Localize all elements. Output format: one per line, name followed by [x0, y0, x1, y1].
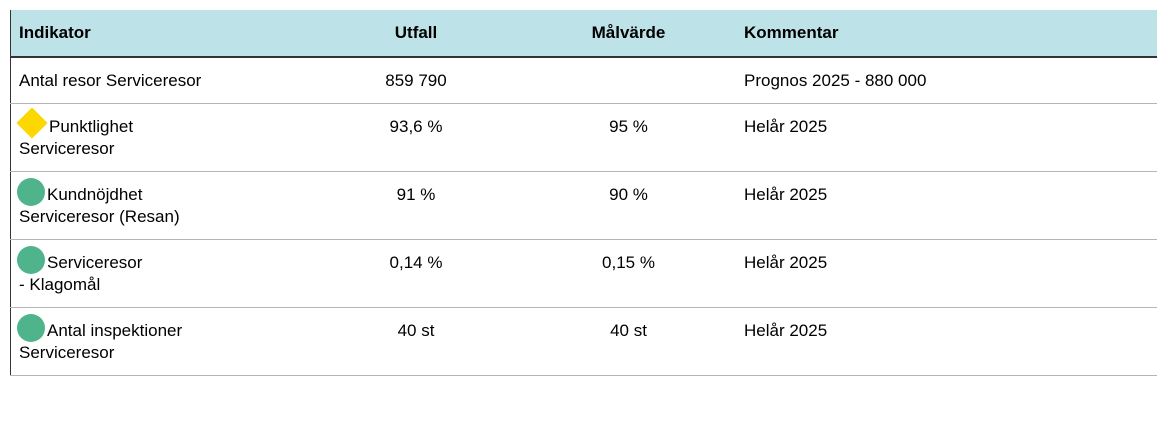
- indicator-cell: Antal resor Serviceresor: [10, 57, 311, 104]
- outcome-cell: 0,14 %: [311, 239, 521, 308]
- table-row: Antal resor Serviceresor 859 790 Prognos 2…: [10, 57, 1157, 104]
- indicator-text: Serviceresor (Resan): [19, 207, 180, 226]
- table-row: Antal inspektioner Serviceresor 40 st 40 st…: [10, 307, 1157, 376]
- table-body: Antal resor Serviceresor 859 790 Prognos 2…: [10, 57, 1157, 376]
- comment-cell: Helår 2025: [736, 171, 1157, 240]
- header-cell: Indikator: [10, 10, 311, 58]
- table-row: Kundnöjdhet Serviceresor (Resan) 91 % 90 % H…: [10, 171, 1157, 240]
- outcome-cell: 40 st: [311, 307, 521, 376]
- comment-cell: Helår 2025: [736, 239, 1157, 308]
- indicator-table: Indikator Utfall Målvärde Kommentar Anta…: [10, 10, 1157, 376]
- status-icon: [17, 246, 45, 274]
- indicator-text: Punktlighet: [49, 117, 134, 136]
- status-icon: [16, 107, 48, 139]
- comment-cell: Helår 2025: [736, 307, 1157, 376]
- outcome-cell: 93,6 %: [311, 103, 521, 172]
- indicator-text: Serviceresor: [19, 343, 115, 362]
- indicator-cell: Punktlighet Serviceresor: [10, 103, 311, 172]
- target-cell: 0,15 %: [521, 239, 736, 308]
- indicator-text: - Klagomål: [19, 275, 101, 294]
- header-cell: Utfall: [311, 10, 521, 58]
- target-cell: 40 st: [521, 307, 736, 376]
- header-cell: Kommentar: [736, 10, 1157, 58]
- header-cell: Målvärde: [521, 10, 736, 58]
- indicator-text: Antal inspektioner: [47, 321, 183, 340]
- table-row: Punktlighet Serviceresor 93,6 % 95 % Helår 2…: [10, 103, 1157, 172]
- target-cell: 95 %: [521, 103, 736, 172]
- indicator-text: Serviceresor: [47, 253, 143, 272]
- table-row: Serviceresor - Klagomål 0,14 % 0,15 % Helår …: [10, 239, 1157, 308]
- indicator-cell: Serviceresor - Klagomål: [10, 239, 311, 308]
- outcome-cell: 91 %: [311, 171, 521, 240]
- outcome-cell: 859 790: [311, 57, 521, 104]
- indicator-text: Serviceresor: [19, 139, 115, 158]
- status-icon: [17, 178, 45, 206]
- comment-cell: Prognos 2025 - 880 000: [736, 57, 1157, 104]
- comment-cell: Helår 2025: [736, 103, 1157, 172]
- indicator-cell: Antal inspektioner Serviceresor: [10, 307, 311, 376]
- header-row: Indikator Utfall Målvärde Kommentar: [10, 10, 1157, 58]
- indicator-cell: Kundnöjdhet Serviceresor (Resan): [10, 171, 311, 240]
- target-cell: [521, 57, 736, 104]
- target-cell: 90 %: [521, 171, 736, 240]
- status-icon: [17, 314, 45, 342]
- indicator-text: Kundnöjdhet: [47, 185, 143, 204]
- indicator-text: Antal resor Serviceresor: [19, 71, 202, 90]
